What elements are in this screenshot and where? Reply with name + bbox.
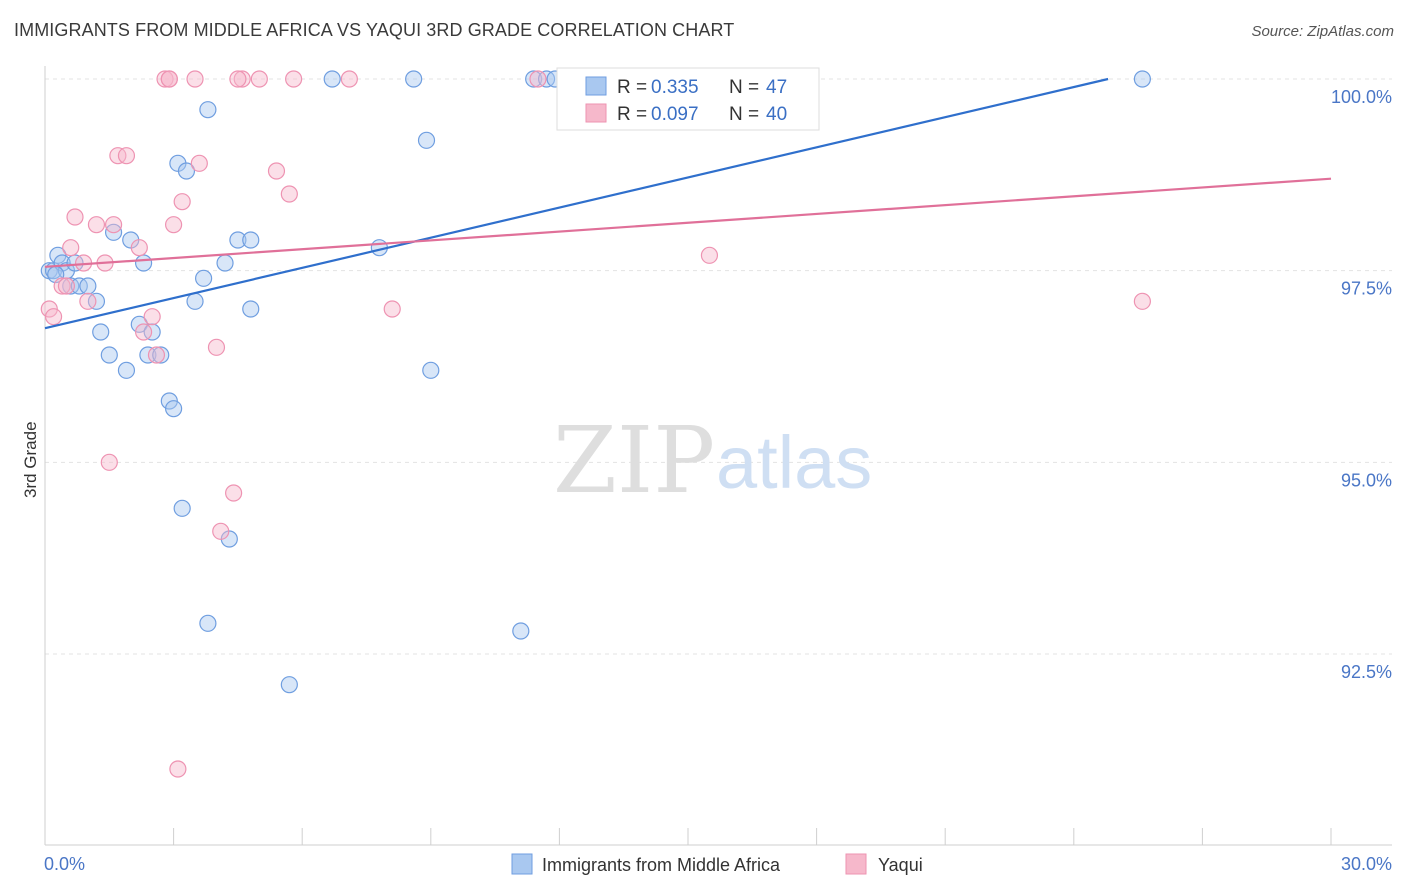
data-point-middle-africa [186,292,204,310]
data-point-middle-africa [165,400,183,418]
data-point-yaqui [173,193,191,211]
data-point-yaqui [190,154,208,172]
data-point-yaqui [100,453,118,471]
data-point-middle-africa [152,346,170,364]
points-layer [40,70,1151,778]
chart-source: Source: ZipAtlas.com [1251,23,1394,40]
data-point-middle-africa [92,323,110,341]
data-point-yaqui [134,323,153,341]
legend-swatch-middle-africa[interactable] [511,853,533,875]
data-point-middle-africa [280,676,298,694]
data-point-yaqui [250,70,268,88]
data-point-yaqui [79,292,97,310]
watermark-atlas: atlas [716,421,872,504]
data-point-middle-africa [117,361,136,379]
trend-line-yaqui [44,177,1332,268]
watermark: ZIP atlas [553,407,872,514]
data-point-middle-africa [242,300,260,318]
data-point-middle-africa [525,70,543,88]
data-point-yaqui [229,70,247,88]
data-point-yaqui [62,239,80,257]
data-point-yaqui [165,216,183,234]
data-point-yaqui [130,239,148,257]
axes-layer [44,66,1392,846]
y-axis-label: 3rd Grade [21,421,40,498]
data-point-middle-africa [323,70,341,88]
grid-layer [45,78,1392,655]
x-tick-label: 0.0% [44,854,85,874]
data-point-middle-africa [216,254,234,272]
data-point-yaqui [340,70,358,88]
data-point-yaqui [156,70,174,88]
data-point-yaqui [207,338,226,356]
data-point-middle-africa [405,70,423,88]
data-point-yaqui [143,308,161,326]
data-point-yaqui [700,246,719,264]
data-point-middle-africa [195,269,213,287]
data-point-middle-africa [417,131,436,149]
stats-legend-blue-swatch [585,76,607,96]
stats-legend-n-value-2: 40 [766,104,787,125]
x-tick-label: 30.0% [1341,854,1392,874]
data-point-middle-africa [177,162,196,180]
data-point-middle-africa [173,499,191,517]
stats-legend-r-value-2: 0.097 [651,104,699,125]
data-point-middle-africa [100,346,118,364]
data-point-yaqui [66,208,84,226]
chart-title: IMMIGRANTS FROM MIDDLE AFRICA VS YAQUI 3… [14,20,735,40]
data-point-yaqui [529,70,547,88]
y-tick-label: 92.5% [1341,662,1392,682]
stats-legend: R = 0.335 N = 47 R = 0.097 N = 40 [556,67,820,131]
trend-line-middle-africa [44,77,1109,330]
watermark-zip: ZIP [553,407,715,514]
data-point-yaqui [285,70,303,88]
data-point-yaqui [44,308,63,326]
data-point-yaqui [160,70,178,88]
stats-legend-n-value-1: 47 [766,77,787,98]
data-point-middle-africa [512,622,530,640]
data-point-middle-africa [422,361,440,379]
legend-swatch-yaqui[interactable] [845,853,867,875]
series-legend: Immigrants from Middle Africa Yaqui [511,853,923,875]
stats-legend-r-label-2: R = [617,104,647,125]
data-point-yaqui [169,760,187,778]
y-tick-label: 100.0% [1331,87,1392,107]
y-tick-label: 95.0% [1341,470,1392,490]
data-point-yaqui [57,277,76,295]
data-point-yaqui [267,162,286,180]
data-point-middle-africa [1133,70,1151,88]
stats-legend-r-label-1: R = [617,77,647,98]
data-point-yaqui [233,70,251,88]
data-point-middle-africa [134,254,153,272]
y-tick-label: 97.5% [1341,279,1392,299]
data-point-middle-africa [199,101,217,119]
stats-legend-n-label-2: N = [729,104,759,125]
data-point-middle-africa [199,614,217,632]
data-point-yaqui [1133,292,1151,310]
legend-label-middle-africa[interactable]: Immigrants from Middle Africa [542,855,781,875]
legend-label-yaqui[interactable]: Yaqui [878,855,923,875]
data-point-yaqui [53,277,71,295]
stats-legend-n-label-1: N = [729,77,759,98]
data-point-middle-africa [242,231,260,249]
data-point-yaqui [280,185,298,203]
data-point-yaqui [212,522,230,540]
data-point-middle-africa [229,231,247,249]
trend-layer [44,77,1332,330]
data-point-yaqui [117,147,136,165]
stats-legend-pink-swatch [585,103,607,123]
stats-legend-r-value-1: 0.335 [651,77,699,98]
data-point-middle-africa [79,277,97,295]
data-point-yaqui [225,484,243,502]
data-point-yaqui [186,70,204,88]
data-point-yaqui [87,216,106,234]
data-point-yaqui [383,300,401,318]
data-point-yaqui [147,346,166,364]
ticklabel-layer: 92.5% 95.0% 97.5% 100.0% 0.0% 30.0% [44,87,1392,874]
data-point-yaqui [104,216,123,234]
